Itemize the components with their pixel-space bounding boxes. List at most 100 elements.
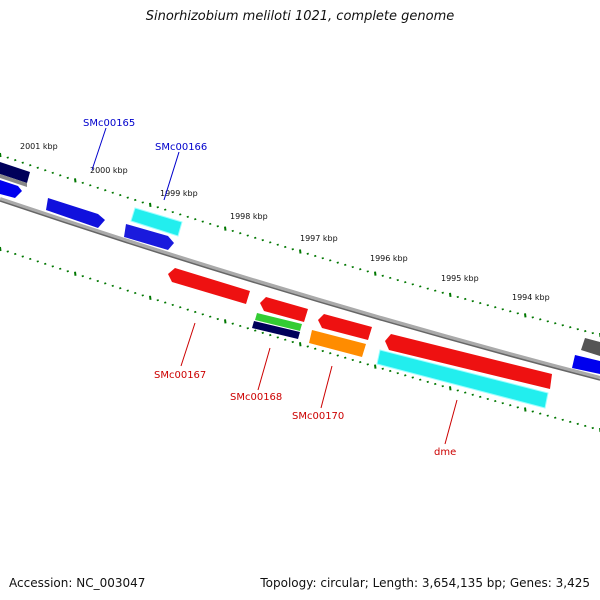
genome-summary-text: Topology: circular; Length: 3,654,135 bp… — [260, 576, 590, 590]
gene-label-smc00166[interactable]: SMc00166 — [155, 142, 207, 153]
minor-tick — [321, 257, 324, 260]
minor-tick — [306, 345, 309, 348]
scale-label: 1997 kbp — [300, 234, 338, 243]
minor-tick — [456, 389, 459, 392]
scale-label: 1996 kbp — [370, 254, 408, 263]
minor-tick — [584, 424, 587, 428]
minor-tick — [359, 268, 362, 271]
minor-tick — [464, 297, 467, 301]
minor-tick — [291, 340, 294, 344]
scale-label: 1999 kbp — [160, 189, 198, 198]
minor-tick — [479, 302, 482, 305]
gene-feature-red-smc00167[interactable] — [168, 268, 250, 304]
gene-label-smc00165[interactable]: SMc00165 — [83, 118, 135, 129]
minor-tick — [464, 391, 467, 394]
minor-tick — [501, 402, 504, 405]
minor-tick — [396, 278, 399, 282]
minor-tick — [261, 239, 264, 242]
minor-tick — [171, 210, 174, 214]
gene-feature-green-smc00168[interactable] — [255, 313, 302, 331]
major-tick — [149, 202, 152, 207]
gene-feature-blue-smc00166[interactable] — [124, 224, 174, 250]
minor-tick — [494, 399, 497, 403]
minor-tick — [509, 310, 512, 313]
gene-feature-gray-right[interactable] — [581, 338, 600, 356]
minor-tick — [366, 363, 369, 366]
minor-tick — [366, 270, 369, 273]
minor-tick — [29, 257, 32, 261]
gene-feature-gray-edge[interactable] — [0, 174, 27, 187]
gene-feature-orange-smc00170[interactable] — [309, 330, 366, 357]
minor-tick — [284, 245, 287, 249]
major-tick — [299, 249, 302, 254]
gene-feature-cyan-dme[interactable] — [376, 349, 549, 409]
minor-tick — [344, 263, 347, 266]
minor-tick — [381, 367, 384, 370]
minor-tick — [14, 252, 17, 256]
minor-tick — [51, 171, 54, 174]
minor-tick — [96, 279, 99, 283]
leader-line-smc00170 — [320, 365, 333, 409]
gene-label-smc00167[interactable]: SMc00167 — [154, 370, 206, 381]
minor-tick — [164, 208, 167, 211]
minor-tick — [81, 181, 84, 184]
gene-feature-blue-right[interactable] — [572, 355, 600, 374]
minor-tick — [254, 236, 257, 239]
leader-line-smc00168 — [257, 347, 271, 391]
minor-tick — [486, 397, 489, 401]
genome-backbone-shadow — [0, 200, 600, 381]
minor-tick — [186, 215, 189, 218]
scale-label: 1998 kbp — [230, 212, 268, 221]
minor-tick — [411, 283, 414, 286]
gene-feature-blue-smc00165[interactable] — [46, 198, 105, 228]
scale-labels: 2001 kbp 2000 kbp 1999 kbp 1998 kbp 1997… — [20, 142, 550, 302]
minor-tick — [516, 312, 519, 315]
minor-tick — [96, 186, 99, 189]
minor-tick — [44, 262, 47, 265]
major-tick — [524, 313, 527, 318]
major-tick — [299, 342, 302, 347]
gene-feature-navy-smc00168[interactable] — [252, 321, 300, 339]
gene-label-smc00168[interactable]: SMc00168 — [230, 392, 282, 403]
gene-label-dme[interactable]: dme — [434, 447, 456, 458]
minor-tick — [36, 260, 39, 263]
minor-tick — [156, 299, 159, 302]
minor-tick — [141, 294, 144, 297]
gene-label-smc00170[interactable]: SMc00170 — [292, 411, 344, 422]
gene-feature-navy-edge[interactable] — [0, 162, 30, 183]
minor-tick — [591, 426, 594, 430]
minor-tick — [501, 308, 504, 311]
minor-tick — [314, 347, 317, 350]
leader-line-smc00165 — [91, 127, 107, 171]
minor-tick — [561, 324, 564, 327]
minor-tick — [576, 422, 579, 425]
forward-strand-genes — [0, 162, 600, 356]
minor-tick — [314, 254, 317, 258]
minor-tick — [261, 331, 264, 334]
gene-feature-red-dme[interactable] — [385, 334, 552, 389]
gene-feature-cyan-smc00166[interactable] — [130, 207, 183, 237]
major-tick — [524, 407, 527, 412]
minor-tick — [81, 275, 84, 278]
minor-tick — [164, 301, 167, 304]
gene-feature-red-smc00168[interactable] — [260, 297, 308, 322]
inner-tick-row — [0, 246, 600, 433]
minor-tick — [119, 287, 122, 290]
minor-tick — [209, 315, 212, 318]
minor-tick — [419, 285, 422, 288]
minor-tick — [291, 248, 294, 251]
minor-tick — [479, 395, 482, 398]
major-tick — [224, 319, 227, 324]
gene-feature-red-smc00170[interactable] — [318, 314, 372, 340]
minor-tick — [441, 291, 444, 294]
minor-tick — [231, 322, 234, 325]
minor-tick — [554, 416, 557, 419]
gene-feature-blue-edge[interactable] — [0, 180, 22, 198]
minor-tick — [246, 234, 249, 237]
major-tick — [0, 152, 2, 158]
minor-tick — [276, 336, 279, 339]
minor-tick — [201, 313, 204, 316]
minor-tick — [51, 265, 54, 268]
minor-tick — [104, 189, 107, 192]
